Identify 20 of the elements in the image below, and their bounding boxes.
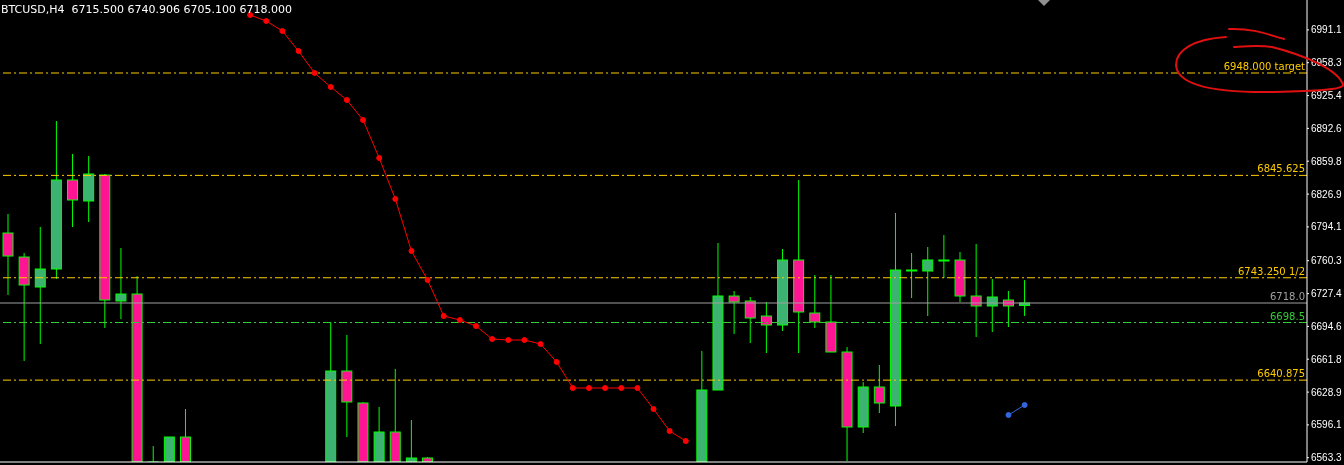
y-tick-label: 6661.8 (1311, 353, 1343, 365)
y-tick-label: 6925.4 (1311, 90, 1343, 102)
y-tick-label: 6563.3 (1311, 452, 1343, 464)
y-tick-label: 6628.9 (1311, 386, 1343, 398)
chart-title: BTCUSD,H4 6715.500 6740.906 6705.100 6718.000 (1, 3, 293, 16)
y-tick-label: 6760.3 (1311, 255, 1343, 267)
y-tick-label: 6727.4 (1311, 288, 1343, 300)
y-tick-label: 6596.1 (1311, 419, 1343, 431)
ref-line-label: 6698.5 (1270, 310, 1305, 322)
ref-line-label: 6948.000 target (1223, 61, 1306, 72)
y-tick-label: 6826.9 (1311, 188, 1343, 200)
y-tick-label: 6794.1 (1311, 221, 1343, 233)
y-tick-label: 6991.1 (1311, 24, 1343, 36)
ref-line-label: 6640.875 (1257, 368, 1305, 380)
y-tick-label: 6892.6 (1311, 122, 1343, 134)
y-tick-label: 6859.8 (1311, 155, 1343, 167)
y-tick-label: 6694.6 (1311, 320, 1343, 332)
ref-line-label: 6743.250 1/2 (1238, 265, 1305, 277)
ref-line-label: 6845.625 (1257, 163, 1305, 175)
ref-line-label: 6718.0 (1270, 291, 1305, 302)
